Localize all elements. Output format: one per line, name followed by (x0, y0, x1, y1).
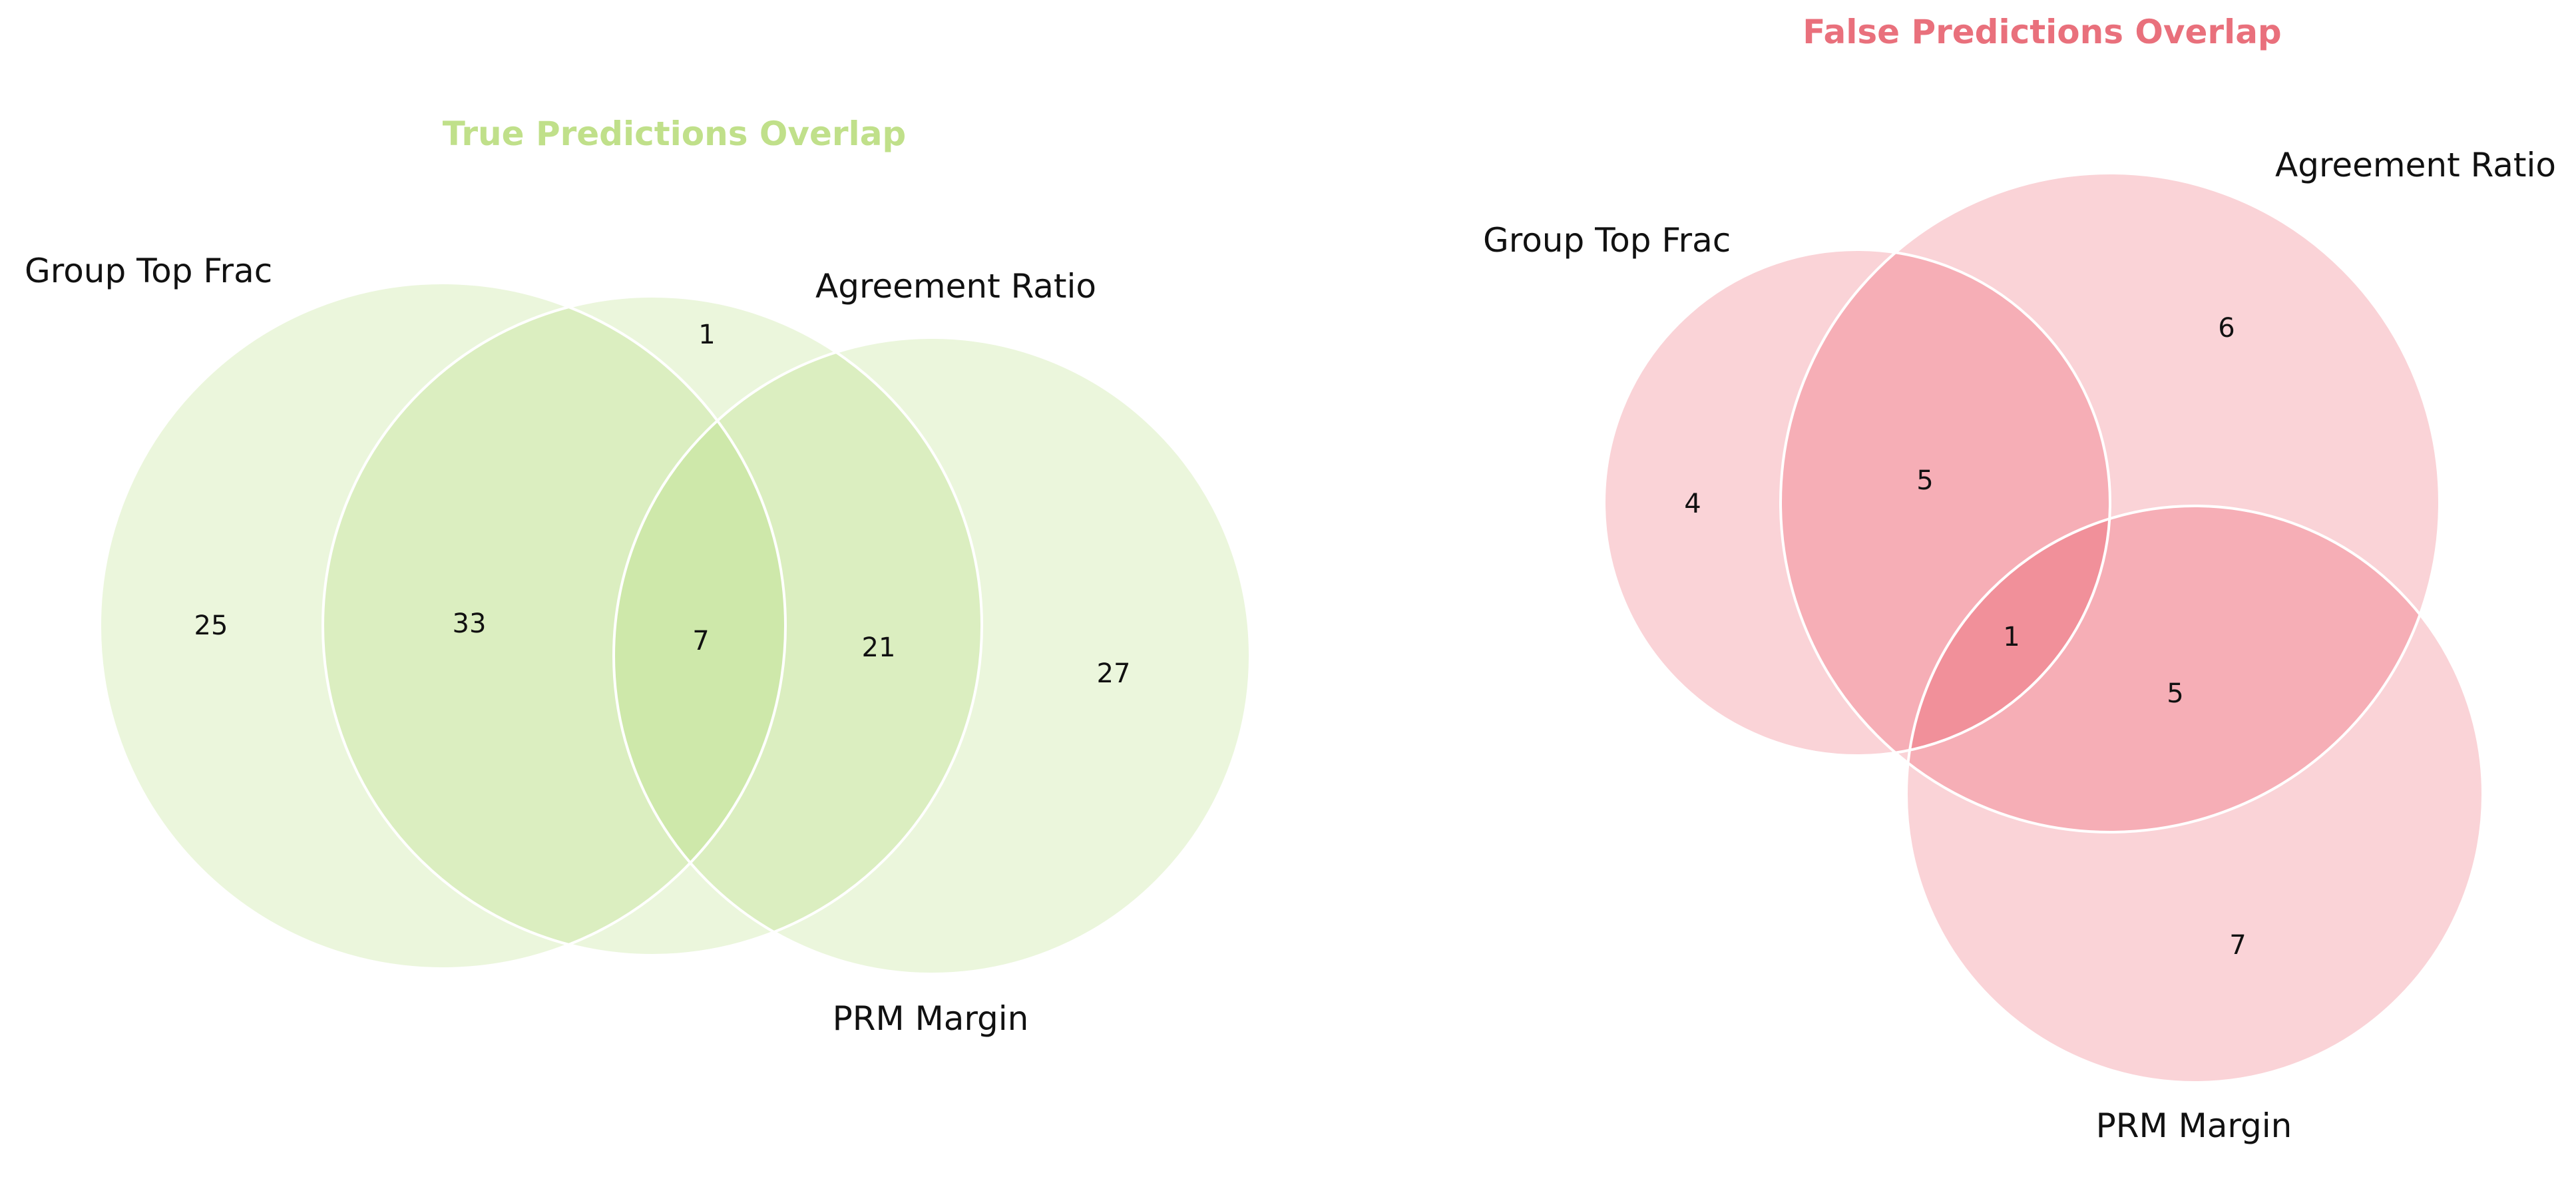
true-region-all-three: 7 (692, 626, 709, 656)
true-outlines (99, 282, 1251, 975)
true-agreement-ratio-circle (323, 296, 982, 955)
false-overlap-abc (1906, 506, 2110, 756)
false-prm-margin-circle (1906, 506, 2483, 1082)
true-region-group-and-agreement: 33 (453, 608, 487, 639)
true-predictions-panel: True Predictions Overlap Group Top Frac … (25, 115, 1251, 1038)
false-panel-title: False Predictions Overlap (1803, 13, 2281, 51)
false-region-all-three: 1 (2003, 622, 2020, 652)
false-region-only-group-top-frac: 4 (1684, 489, 1701, 519)
true-set-label-group-top-frac: Group Top Frac (25, 252, 272, 290)
false-region-only-agreement: 6 (2218, 313, 2235, 344)
true-region-only-prm: 27 (1097, 658, 1131, 689)
true-region-only-group-top-frac: 25 (194, 610, 228, 641)
true-outline-a (99, 282, 787, 970)
false-set-label-agreement-ratio: Agreement Ratio (2275, 146, 2556, 184)
true-group-top-frac-circle (100, 283, 785, 969)
false-outlines (1603, 172, 2484, 1084)
true-region-only-agreement: 1 (698, 320, 715, 350)
false-overlap-bc (1906, 506, 2440, 832)
false-set-label-group-top-frac: Group Top Frac (1483, 221, 1731, 260)
false-predictions-panel: False Predictions Overlap Group Top Frac… (1483, 13, 2556, 1145)
true-outline-c (612, 336, 1251, 975)
true-outline-b (322, 295, 983, 957)
true-prm-margin-circle (614, 338, 1250, 974)
false-overlap-ab (1781, 250, 2110, 756)
true-set-label-prm-margin: PRM Margin (833, 999, 1029, 1038)
true-region-shading (323, 296, 982, 955)
false-region-only-prm: 7 (2229, 930, 2246, 961)
false-region-group-and-agreement: 5 (1916, 465, 1933, 496)
false-region-agreement-and-prm: 5 (2167, 678, 2183, 709)
false-outline-a (1603, 248, 2111, 757)
false-group-top-frac-circle (1604, 250, 2110, 756)
false-set-label-prm-margin: PRM Margin (2096, 1106, 2292, 1145)
false-region-shading (1781, 250, 2440, 832)
true-region-agreement-and-prm: 21 (862, 632, 896, 663)
false-outline-c (1905, 505, 2484, 1084)
true-set-label-agreement-ratio: Agreement Ratio (815, 267, 1096, 306)
false-outline-b (1779, 172, 2441, 833)
true-panel-title: True Predictions Overlap (443, 115, 906, 153)
true-overlap-bc (614, 338, 982, 955)
true-circles (100, 283, 1250, 974)
true-overlap-ab (323, 296, 785, 955)
